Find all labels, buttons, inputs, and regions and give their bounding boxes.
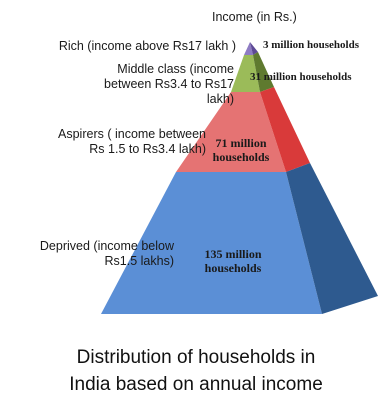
middle-class-tier-value: 31 million households: [250, 71, 352, 83]
aspirers-tier-value: 71 million households: [212, 136, 270, 164]
aspirers-tier-front-face: [176, 92, 286, 172]
caption-line-2: India based on annual income: [69, 374, 323, 395]
middle-class-tier-label: Middle class (income between Rs3.4 to Rs…: [104, 62, 234, 106]
aspirers-tier-side-face: [260, 87, 310, 172]
caption-line-1: Distribution of households in: [76, 347, 316, 368]
rich-tier-side-face: [250, 42, 258, 55]
deprived-tier-side-face: [286, 163, 378, 314]
deprived-tier: [101, 163, 378, 314]
income-header: Income (in Rs.): [212, 10, 297, 24]
middle-class-tier-side-face: [253, 52, 274, 92]
deprived-tier-front-face: [101, 172, 322, 314]
aspirers-tier-label: Aspirers ( income between Rs 1.5 to Rs3.…: [58, 127, 206, 156]
rich-tier: [244, 42, 258, 55]
deprived-tier-value: 135 million households: [204, 247, 262, 275]
deprived-tier-label: Deprived (income below Rs1.5 lakhs): [39, 239, 174, 268]
aspirers-tier: [176, 87, 310, 172]
middle-class-tier: [231, 52, 274, 92]
rich-tier-value: 3 million households: [263, 39, 359, 51]
middle-class-tier-front-face: [231, 55, 260, 92]
rich-tier-label: Rich (income above Rs17 lakh ): [58, 39, 236, 53]
